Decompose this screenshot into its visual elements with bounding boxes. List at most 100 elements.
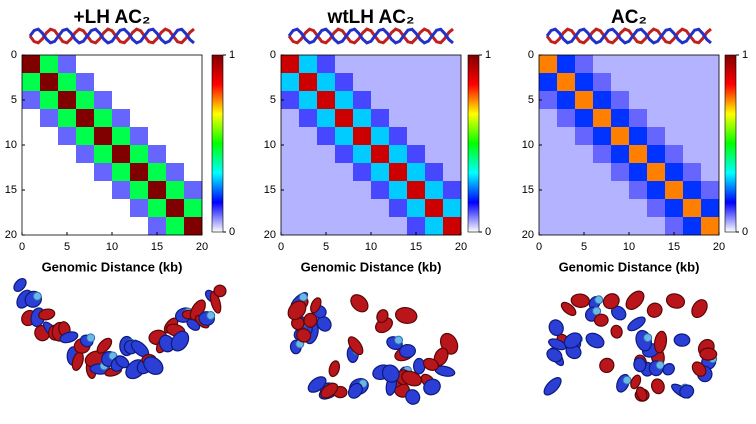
x-axis-label: Genomic Distance (kb) (559, 259, 700, 274)
heatmap-cell (76, 217, 95, 236)
blue-nucleosome (347, 382, 363, 399)
heatmap-cell (629, 199, 648, 218)
heatmap-cell (425, 199, 444, 218)
blue-nucleosome (563, 332, 582, 349)
dna-strand (545, 27, 712, 45)
linker-histone (594, 295, 604, 305)
heatmap-cell (130, 73, 149, 92)
heatmap-cell (647, 163, 666, 182)
heatmap-cell (557, 73, 576, 92)
heatmap-cell (593, 127, 612, 146)
red-nucleosome (394, 306, 418, 325)
heatmap-cell (58, 55, 77, 74)
red-nucleosome (570, 293, 590, 308)
heatmap-cell (389, 163, 408, 182)
heatmap-cell (166, 199, 185, 218)
heatmap-cell (647, 73, 666, 92)
heatmap-cell (22, 181, 41, 200)
dna-strand (545, 27, 712, 45)
red-nucleosome (665, 293, 686, 309)
dna-strand (287, 27, 454, 45)
heatmap-cell (593, 217, 612, 236)
heatmap-cell (112, 109, 131, 128)
heatmap-cell (371, 55, 390, 74)
heatmap-cell (281, 91, 300, 110)
heatmap-cell (647, 199, 666, 218)
heatmap-cell (58, 109, 77, 128)
heatmap-cell (665, 73, 684, 92)
heatmap-cell (389, 109, 408, 128)
heatmap-cell (701, 217, 720, 236)
blue-nucleosome (412, 357, 426, 375)
dna-strand (287, 27, 454, 45)
heatmap-cell (575, 91, 594, 110)
y-tick-label: 10 (522, 139, 534, 151)
heatmap-cell (557, 127, 576, 146)
red-nucleosome (303, 312, 318, 328)
red-nucleosome (625, 290, 645, 311)
linker-histone (298, 292, 308, 302)
heatmap-cell (647, 127, 666, 146)
red-nucleosome (296, 328, 312, 343)
heatmap-cell (443, 73, 462, 92)
heatmap-cell (575, 55, 594, 74)
heatmap-cell (575, 217, 594, 236)
heatmap-cell (371, 91, 390, 110)
heatmap-cell (335, 55, 354, 74)
blue-nucleosome (381, 364, 400, 383)
heatmap-cell (593, 181, 612, 200)
heatmap-cell (611, 163, 630, 182)
colorbar-tick-label: 0 (485, 226, 491, 238)
heatmap-cell (76, 145, 95, 164)
heatmap-cell (371, 145, 390, 164)
heatmap-cell (130, 91, 149, 110)
heatmap-cell (112, 181, 131, 200)
heatmap-cell (76, 127, 95, 146)
x-tick-label: 20 (196, 241, 208, 253)
blue-nucleosome (633, 357, 647, 373)
blue-nucleosome (543, 377, 562, 396)
panel-title: wtLH AC₂ (327, 7, 415, 28)
chromatin-structure (287, 292, 459, 405)
x-tick-label: 5 (581, 241, 587, 253)
heatmap-cell (184, 217, 203, 236)
heatmap-cell (611, 55, 630, 74)
heatmap-cell (593, 199, 612, 218)
y-tick-label: 0 (528, 49, 534, 61)
heatmap-cell (94, 163, 113, 182)
heatmap-cell (58, 217, 77, 236)
blue-nucleosome (679, 384, 695, 399)
heatmap-cell (611, 73, 630, 92)
heatmap-cell (665, 145, 684, 164)
heatmap-cell (353, 127, 372, 146)
heatmap-cell (317, 109, 336, 128)
heatmap-cell (557, 145, 576, 164)
heatmap-cell (94, 127, 113, 146)
heatmap-cell (130, 109, 149, 128)
red-nucleosome (347, 336, 364, 356)
red-nucleosome (401, 370, 423, 387)
heatmap-cell (317, 73, 336, 92)
heatmap-cell (683, 217, 702, 236)
heatmap-cell (130, 217, 149, 236)
heatmap-cell (22, 127, 41, 146)
heatmap-cell (166, 181, 185, 200)
heatmap-cell (425, 55, 444, 74)
heatmap-cell (407, 145, 426, 164)
x-tick-label: 5 (64, 241, 70, 253)
x-axis-label: Genomic Distance (kb) (42, 259, 183, 274)
heatmap-cell (299, 181, 318, 200)
heatmap-cell (575, 109, 594, 128)
heatmap-cell (575, 181, 594, 200)
heatmap-cell (389, 145, 408, 164)
heatmap-cell (443, 55, 462, 74)
x-tick-label: 20 (713, 241, 725, 253)
heatmap-cell (701, 109, 720, 128)
heatmap-cell (299, 127, 318, 146)
heatmap-cell (425, 109, 444, 128)
heatmap-cell (683, 73, 702, 92)
heatmap-cell (683, 181, 702, 200)
heatmap-cell (317, 145, 336, 164)
heatmap-cell (58, 181, 77, 200)
heatmap-cell (647, 181, 666, 200)
